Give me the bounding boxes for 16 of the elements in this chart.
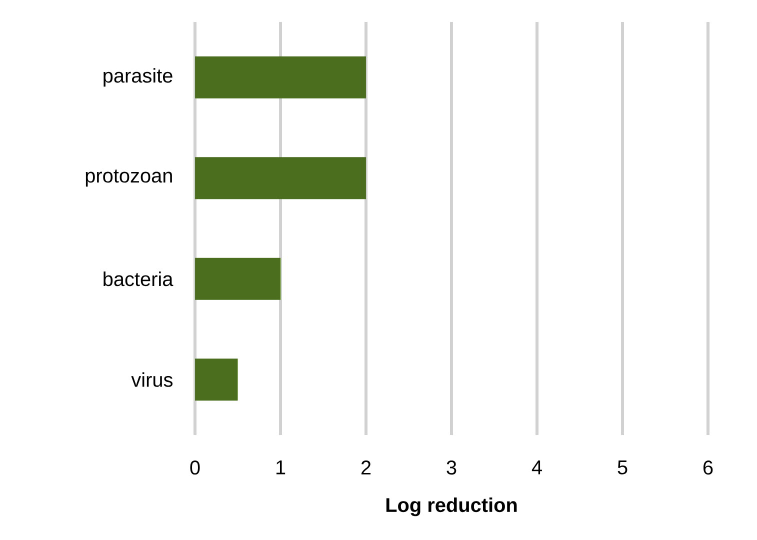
x-tick-label: 5 [618,460,628,474]
y-tick-label: parasite [104,68,172,87]
x-tick-label: 0 [190,460,200,475]
x-tick-label: 3 [446,460,456,475]
bar [195,157,366,200]
y-tick-label: virus [131,372,172,387]
bar [195,56,366,98]
x-tick-label: 2 [361,460,371,474]
bar [195,258,281,300]
x-tick-label: 4 [532,460,542,474]
x-tick-label: 6 [703,460,713,475]
y-tick-label: protozoan [86,170,172,187]
x-axis-title: Log reduction [386,497,517,516]
bar [195,358,238,401]
x-tick-label: 1 [276,460,286,474]
y-tick-label: bacteria [104,272,174,286]
